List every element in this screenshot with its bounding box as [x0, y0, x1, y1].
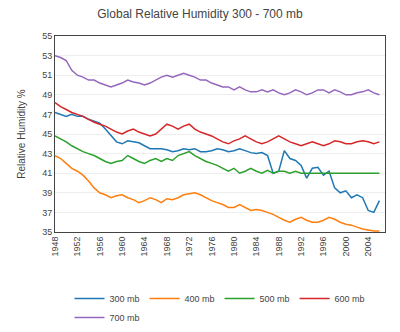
- svg-text:2000: 2000: [341, 237, 351, 257]
- svg-text:600 mb: 600 mb: [335, 294, 365, 304]
- svg-text:1992: 1992: [296, 237, 306, 257]
- svg-text:1956: 1956: [95, 237, 105, 257]
- svg-text:1984: 1984: [251, 237, 261, 257]
- svg-text:1980: 1980: [229, 237, 239, 257]
- svg-text:Relative Humidity %: Relative Humidity %: [16, 89, 27, 179]
- svg-text:41: 41: [42, 168, 52, 178]
- svg-text:1988: 1988: [274, 237, 284, 257]
- svg-text:1968: 1968: [162, 237, 172, 257]
- svg-text:47: 47: [42, 110, 52, 120]
- svg-text:51: 51: [42, 70, 52, 80]
- svg-text:53: 53: [42, 51, 52, 61]
- svg-text:1976: 1976: [207, 237, 217, 257]
- svg-text:45: 45: [42, 129, 52, 139]
- svg-text:1952: 1952: [72, 237, 82, 257]
- svg-text:500 mb: 500 mb: [260, 294, 290, 304]
- svg-text:1960: 1960: [117, 237, 127, 257]
- svg-text:37: 37: [42, 208, 52, 218]
- svg-text:1964: 1964: [139, 237, 149, 257]
- svg-text:Global Relative Humidity 300 -: Global Relative Humidity 300 - 700 mb: [97, 7, 303, 21]
- svg-text:1948: 1948: [50, 237, 60, 257]
- svg-text:700 mb: 700 mb: [110, 313, 140, 323]
- svg-text:2004: 2004: [363, 237, 373, 257]
- svg-text:49: 49: [42, 90, 52, 100]
- svg-text:35: 35: [42, 227, 52, 237]
- svg-text:1996: 1996: [318, 237, 328, 257]
- svg-text:300 mb: 300 mb: [110, 294, 140, 304]
- svg-text:55: 55: [42, 31, 52, 41]
- svg-text:43: 43: [42, 149, 52, 159]
- svg-text:400 mb: 400 mb: [185, 294, 215, 304]
- svg-text:39: 39: [42, 188, 52, 198]
- svg-text:1972: 1972: [184, 237, 194, 257]
